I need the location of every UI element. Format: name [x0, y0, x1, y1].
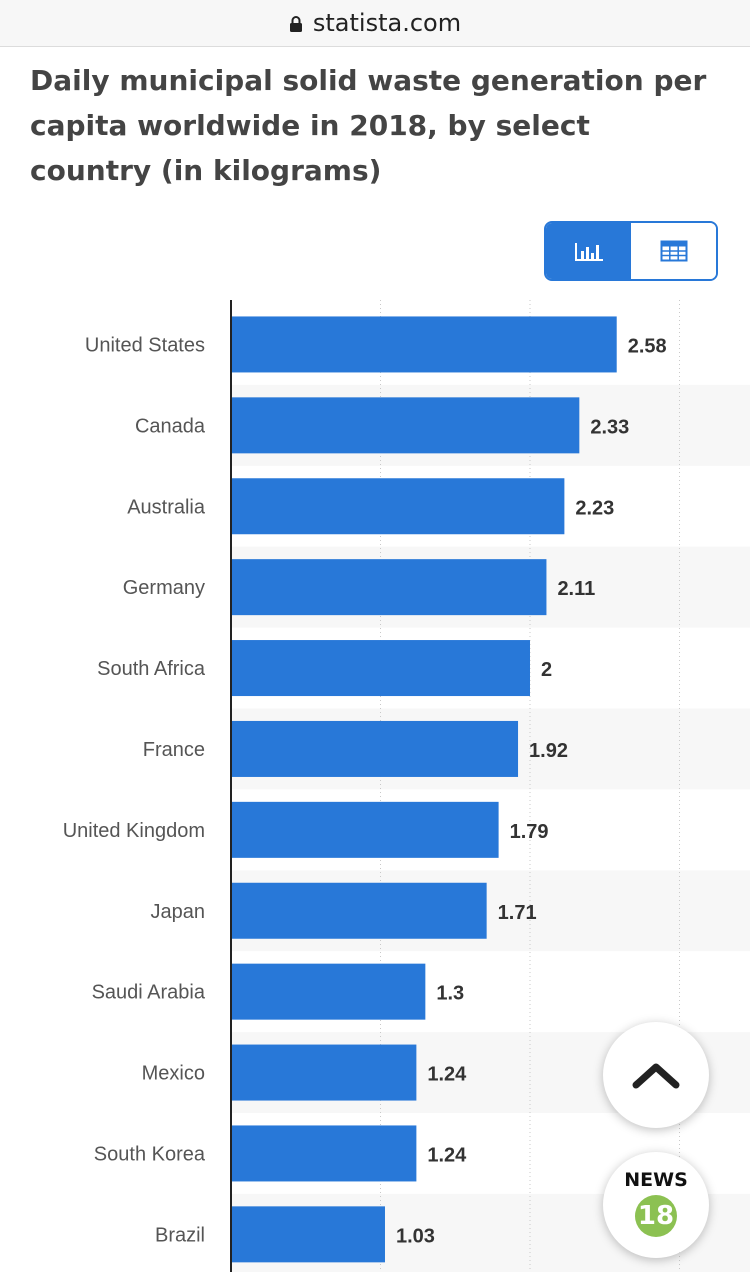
bar[interactable]: [231, 397, 580, 454]
news18-button[interactable]: NEWS 18: [603, 1152, 709, 1258]
category-label: Germany: [123, 577, 205, 599]
value-label: 1.92: [529, 740, 568, 762]
category-label: Saudi Arabia: [92, 982, 206, 1004]
category-label: France: [143, 739, 205, 761]
chevron-up-icon: [632, 1063, 680, 1089]
view-toggle: [544, 221, 718, 281]
news-number: 18: [637, 1201, 675, 1231]
value-label: 1.24: [427, 1064, 467, 1086]
news-label: NEWS: [624, 1169, 688, 1191]
bar[interactable]: [231, 801, 499, 858]
chart-view-button[interactable]: [546, 223, 631, 279]
value-label: 2.58: [628, 335, 667, 357]
category-label: Canada: [135, 415, 206, 437]
bar[interactable]: [231, 559, 547, 616]
scroll-to-top-button[interactable]: [603, 1022, 709, 1128]
browser-url-bar[interactable]: statista.com: [0, 0, 750, 47]
bar-chart: United States 2.58 Canada 2.33 Australia 2.23…: [63, 300, 750, 1272]
table-icon: [660, 240, 687, 262]
bar[interactable]: [231, 1206, 385, 1263]
category-label: South Korea: [94, 1143, 206, 1165]
bar[interactable]: [231, 478, 565, 535]
table-view-button[interactable]: [631, 223, 716, 279]
value-label: 2.33: [590, 416, 629, 438]
value-label: 2.11: [557, 578, 595, 600]
bar[interactable]: [231, 882, 487, 939]
value-label: 1.3: [436, 983, 464, 1005]
bar[interactable]: [231, 963, 426, 1020]
bar[interactable]: [231, 1044, 417, 1101]
category-label: Japan: [151, 901, 206, 923]
category-label: Australia: [127, 496, 206, 518]
category-label: Brazil: [155, 1224, 205, 1246]
url-text: statista.com: [312, 9, 462, 37]
bar[interactable]: [231, 316, 617, 373]
bar[interactable]: [231, 720, 519, 777]
category-label: South Africa: [97, 658, 206, 680]
value-label: 2.23: [575, 497, 614, 519]
value-label: 1.79: [510, 821, 549, 843]
value-label: 2: [541, 659, 552, 681]
bar-chart-icon: [574, 243, 603, 261]
page-title: Daily municipal solid waste generation p…: [30, 64, 707, 187]
lock-icon: [289, 16, 302, 32]
bar[interactable]: [231, 640, 530, 697]
value-label: 1.71: [498, 902, 537, 924]
value-label: 1.03: [396, 1225, 435, 1247]
category-label: United Kingdom: [63, 820, 205, 842]
news-badge: 18: [635, 1195, 677, 1237]
bar[interactable]: [231, 1125, 417, 1182]
category-label: Mexico: [142, 1063, 205, 1085]
value-label: 1.24: [427, 1144, 467, 1166]
category-label: United States: [85, 334, 205, 356]
